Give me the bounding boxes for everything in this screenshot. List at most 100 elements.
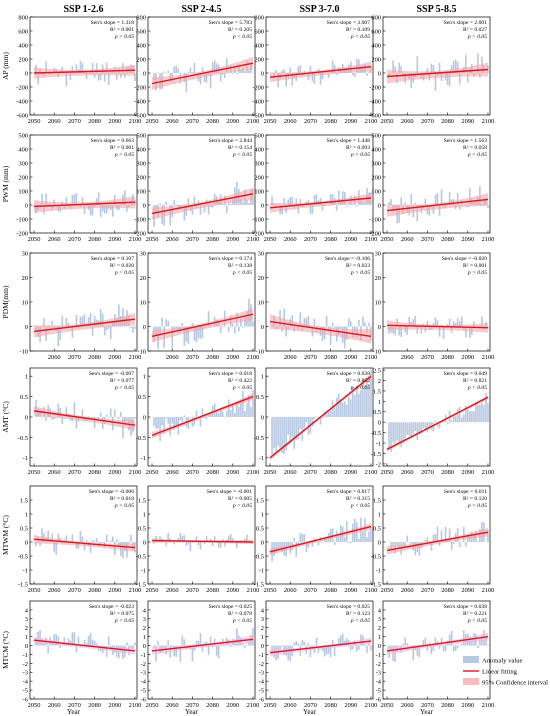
anomaly-bar [398,62,400,73]
anomaly-bar [57,403,60,417]
p-value-label: p < 0.05 [350,385,370,391]
anomaly-bar [234,412,236,417]
y-tick-label: -200 [134,84,146,91]
y-tick-label: -100 [16,216,28,223]
y-tick-label: 400 [254,146,264,153]
anomaly-bar [473,411,475,423]
x-tick-label: 2070 [186,702,199,709]
anomaly-bar [181,635,184,646]
x-tick-label: 2090 [344,354,357,361]
y-tick-label: 100 [136,188,146,195]
anomaly-bar [404,422,407,439]
p-value-label: p < 0.05 [350,618,370,624]
anomaly-bar [311,542,314,547]
anomaly-bar [231,538,234,542]
anomaly-bar [201,645,204,652]
anomaly-bar [333,326,336,329]
anomaly-bar [305,318,308,327]
anomaly-bar [366,645,368,653]
r2-label: R² = 0.123 [346,611,370,617]
x-tick-label: 2070 [421,587,434,594]
sens-slope-label: Sen's slope = 0.025 [327,604,371,610]
x-tick-label: 2070 [421,118,434,125]
anomaly-bar [337,190,340,205]
anomaly-bar [283,69,285,73]
anomaly-bar [283,308,285,327]
anomaly-bar [366,379,368,417]
anomaly-bar [347,203,350,205]
y-tick-label: 100 [371,188,381,195]
anomaly-bar [452,61,455,73]
anomaly-bar [81,63,84,73]
anomaly-bar [414,202,417,205]
x-tick-label: 2070 [421,469,434,476]
linear-fit-line [269,197,372,209]
anomaly-bar [225,205,228,214]
anomaly-bar [244,410,246,417]
sens-slope-label: Sen's slope = 0.663 [91,138,135,144]
anomaly-bar [41,193,43,205]
y-tick-label: 500 [136,132,146,139]
anomaly-bar [189,542,192,552]
anomaly-bar [432,422,435,432]
y-tick-label: 200 [371,174,381,181]
y-tick-label: 1 [261,374,264,381]
x-tick-label: 2070 [304,587,317,594]
anomaly-bar [313,73,316,85]
p-value-label: p > 0.05 [114,34,134,40]
anomaly-bar [91,540,94,542]
y-axis-label: MTWM (°C) [1,515,10,555]
anomaly-bar [303,534,306,542]
anomaly-bar [354,73,356,77]
x-tick-label: 2090 [108,236,121,243]
anomaly-bar [175,417,178,426]
anomaly-bar [339,635,342,646]
y-tick-label: 0 [378,539,381,546]
anomaly-bar [238,407,240,417]
anomaly-bar [402,643,404,646]
y-tick-label: 2.5 [373,367,381,374]
sens-slope-label: Sen's slope = 1.318 [91,20,135,26]
anomaly-bar [341,633,344,646]
y-tick-label: 500 [18,132,28,139]
x-tick-label: 2090 [226,702,239,709]
panel-frame [382,134,491,234]
anomaly-bar [252,389,254,417]
y-tick-label: -0.5 [371,553,381,560]
y-tick-label: -100 [134,216,146,223]
x-tick-label: 2050 [28,587,41,594]
anomaly-bar [97,417,100,420]
anomaly-bar [35,542,37,547]
anomaly-bar [358,393,360,417]
anomaly-bar [185,326,188,342]
linear-fit-line [269,66,372,78]
anomaly-bar [161,317,163,327]
linear-fit-line [386,531,489,552]
anomaly-bar [333,406,336,417]
anomaly-bar [416,326,419,334]
anomaly-bar [134,417,136,419]
x-tick-label: 2060 [401,354,414,361]
anomaly-bar [83,639,86,646]
x-tick-label: 2080 [441,118,454,125]
anomaly-bar [227,73,230,74]
r2-label: R² = 0.852 [346,378,370,384]
anomaly-bar [438,422,441,429]
r2-label: R² = 0.075 [110,611,134,617]
x-tick-label: 2090 [108,354,121,361]
anomaly-bar [456,318,459,327]
anomaly-bar [291,315,294,327]
x-tick-label: 2060 [48,469,61,476]
linear-fit-line [269,320,372,337]
anomaly-bar [252,627,254,646]
anomaly-bar [418,542,421,556]
anomaly-bar [450,542,453,550]
y-tick-label: 1 [143,634,146,641]
anomaly-bar [469,326,471,338]
anomaly-bar [434,420,437,423]
anomaly-bar [55,634,58,646]
x-tick-label: 2080 [441,587,454,594]
anomaly-bar [167,320,169,327]
anomaly-bar [352,204,354,205]
anomaly-bar [65,73,68,87]
